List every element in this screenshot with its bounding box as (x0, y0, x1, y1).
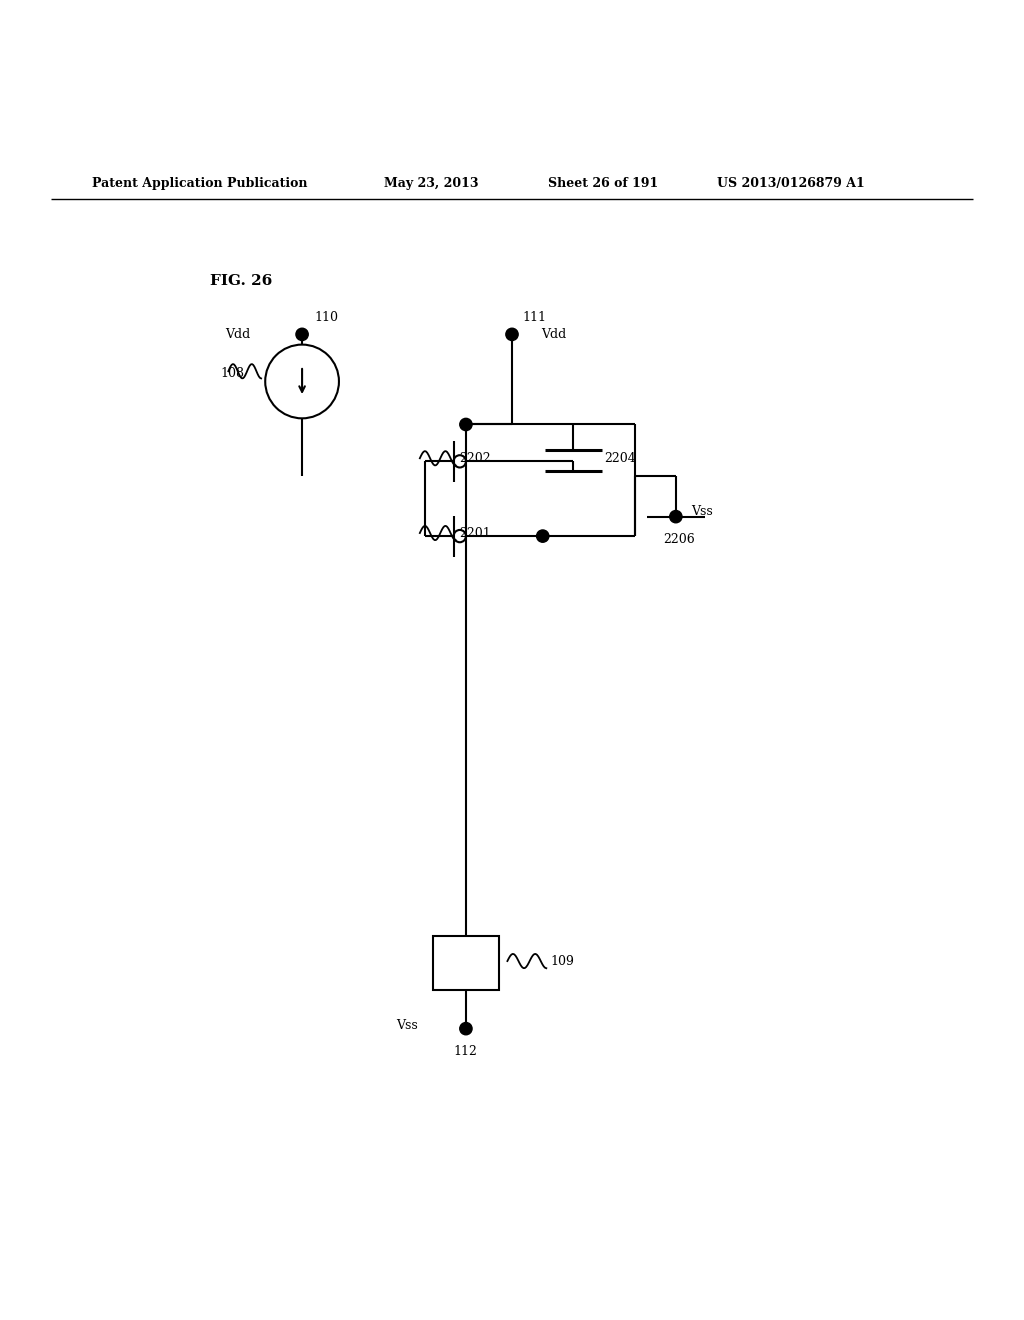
Text: 108: 108 (220, 367, 244, 380)
Text: Sheet 26 of 191: Sheet 26 of 191 (548, 177, 658, 190)
Text: 2204: 2204 (604, 451, 636, 465)
Text: 111: 111 (522, 312, 546, 325)
Text: Vss: Vss (396, 1019, 418, 1032)
Text: Vdd: Vdd (541, 327, 566, 341)
Circle shape (537, 529, 549, 543)
Circle shape (460, 1023, 472, 1035)
Circle shape (670, 511, 682, 523)
Circle shape (506, 329, 518, 341)
Text: 112: 112 (454, 1044, 477, 1057)
Circle shape (460, 418, 472, 430)
Circle shape (296, 329, 308, 341)
Text: 2201: 2201 (459, 527, 490, 540)
Text: 2206: 2206 (664, 533, 695, 545)
Bar (432, 936, 500, 990)
Text: May 23, 2013: May 23, 2013 (384, 177, 478, 190)
Text: 110: 110 (314, 312, 338, 325)
Text: FIG. 26: FIG. 26 (210, 275, 272, 288)
Text: 2202: 2202 (459, 451, 490, 465)
Text: Vdd: Vdd (225, 327, 251, 341)
Text: Patent Application Publication: Patent Application Publication (92, 177, 307, 190)
Text: US 2013/0126879 A1: US 2013/0126879 A1 (717, 177, 864, 190)
Text: Vss: Vss (691, 506, 713, 517)
Text: 109: 109 (551, 954, 574, 968)
